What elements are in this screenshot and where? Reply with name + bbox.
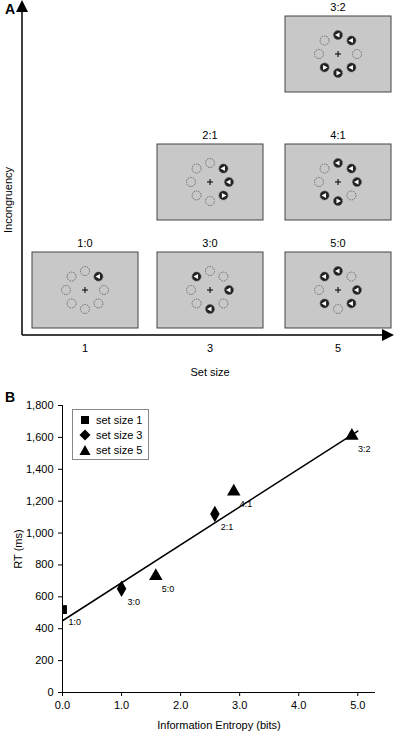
svg-text:5: 5	[335, 342, 341, 354]
svg-text:5:0: 5:0	[330, 237, 345, 249]
html-text:set size 1: set size 1	[96, 413, 143, 426]
svg-text:3:2: 3:2	[358, 444, 371, 454]
svg-text:4:1: 4:1	[240, 499, 253, 509]
svg-text:4:1: 4:1	[330, 129, 345, 141]
svg-text:A: A	[5, 1, 15, 17]
html-text:set size 5: set size 5	[96, 443, 143, 456]
svg-text:5.0: 5.0	[350, 699, 365, 711]
svg-text:1: 1	[82, 342, 88, 354]
svg-text:1.0: 1.0	[114, 699, 129, 711]
svg-text:0: 0	[47, 686, 53, 698]
svg-text:3.0: 3.0	[232, 699, 247, 711]
svg-text:2:1: 2:1	[221, 522, 234, 532]
svg-text:1,000: 1,000	[26, 527, 54, 539]
svg-text:1,600: 1,600	[26, 431, 54, 443]
html-text:set size 3: set size 3	[96, 428, 143, 441]
svg-text:200: 200	[35, 654, 53, 666]
svg-text:Incongruency: Incongruency	[2, 166, 14, 233]
svg-text:1:0: 1:0	[69, 617, 82, 627]
svg-text:800: 800	[35, 558, 53, 570]
svg-text:Set size: Set size	[190, 366, 229, 378]
svg-text:5:0: 5:0	[162, 584, 175, 594]
svg-text:0.0: 0.0	[55, 699, 70, 711]
svg-text:4.0: 4.0	[291, 699, 306, 711]
svg-text:2:1: 2:1	[202, 129, 217, 141]
svg-text:Information Entropy (bits): Information Entropy (bits)	[157, 719, 281, 731]
svg-text:3:2: 3:2	[330, 1, 345, 13]
svg-text:400: 400	[35, 622, 53, 634]
svg-text:2.0: 2.0	[173, 699, 188, 711]
svg-text:3:0: 3:0	[202, 237, 217, 249]
html-text:B: B	[5, 389, 16, 405]
svg-text:1:0: 1:0	[77, 237, 92, 249]
svg-text:1,400: 1,400	[26, 463, 54, 475]
svg-text:1,800: 1,800	[26, 399, 54, 411]
svg-text:3: 3	[207, 342, 213, 354]
svg-text:1,200: 1,200	[26, 495, 54, 507]
svg-text:RT (ms): RT (ms)	[12, 529, 24, 568]
svg-text:600: 600	[35, 590, 53, 602]
svg-text:3:0: 3:0	[128, 597, 141, 607]
